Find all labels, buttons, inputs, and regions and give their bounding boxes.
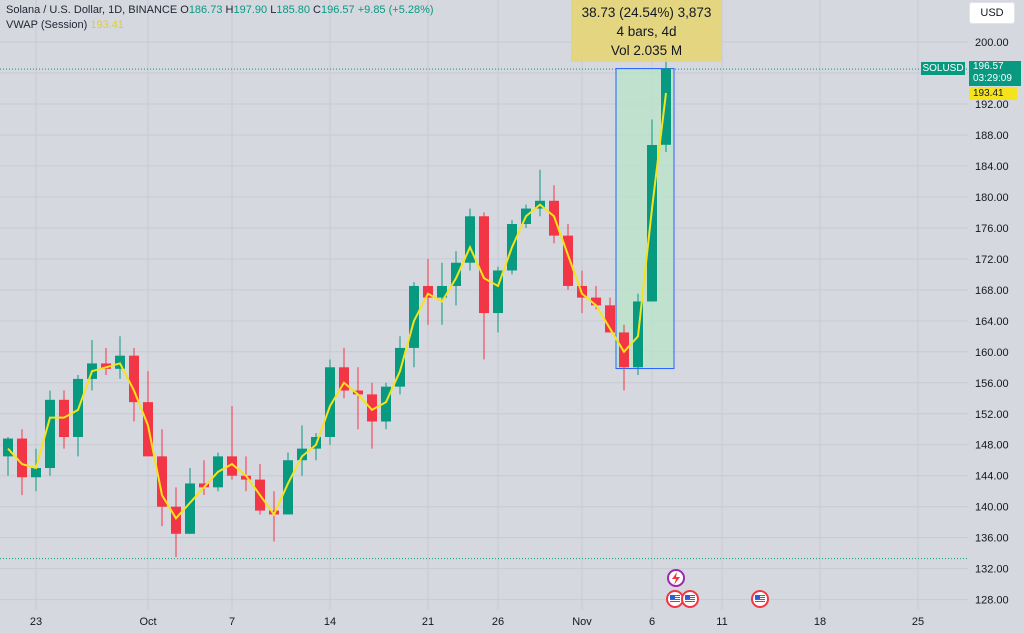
candles — [3, 58, 671, 558]
candle-body — [45, 399, 55, 468]
candle-body — [437, 285, 447, 298]
vwap-value: 193.41 — [90, 19, 125, 31]
high-value: 197.90 — [233, 4, 268, 16]
price-axis[interactable]: 200.00196.00192.00188.00184.00180.00176.… — [975, 37, 1009, 607]
candle-body — [17, 438, 27, 478]
measure-change: 38.73 (24.54%) 3,873 — [581, 5, 712, 20]
vwap-price-tag: 193.41 — [969, 87, 1017, 100]
price-tick-label: 164.00 — [975, 316, 1009, 328]
candle-body — [395, 347, 405, 387]
close-value: 196.57 — [321, 4, 355, 16]
currency-button[interactable]: USD — [969, 2, 1015, 24]
price-tick-label: 144.00 — [975, 471, 1009, 483]
price-tick-label: 148.00 — [975, 440, 1009, 452]
candle-body — [297, 448, 307, 461]
candle-body — [227, 456, 237, 476]
low-value: 185.80 — [276, 4, 310, 16]
price-tick-label: 184.00 — [975, 161, 1009, 173]
time-tick-label: 18 — [814, 616, 826, 628]
us-flag-icon[interactable] — [751, 590, 769, 608]
candle-body — [325, 367, 335, 437]
candle-body — [157, 456, 167, 507]
candle-body — [115, 355, 125, 369]
candle-body — [465, 216, 475, 263]
price-tick-label: 136.00 — [975, 533, 1009, 545]
candle-body — [171, 506, 181, 534]
lightning-icon[interactable] — [667, 569, 685, 587]
symbol-price-tag: SOLUSD — [921, 62, 965, 75]
measure-tooltip: 38.73 (24.54%) 3,873 4 bars, 4d Vol 2.03… — [571, 0, 722, 62]
price-tick-label: 132.00 — [975, 564, 1009, 576]
time-tick-label: 7 — [229, 616, 235, 628]
change-value: +9.85 (+5.28%) — [357, 4, 434, 16]
last-price-tag: 196.57 03:29:09 — [969, 61, 1021, 86]
price-tick-label: 188.00 — [975, 130, 1009, 142]
price-tick-label: 200.00 — [975, 37, 1009, 49]
candle-body — [479, 216, 489, 314]
open-label: O — [180, 4, 189, 16]
symbol-description: Solana / U.S. Dollar, 1D, BINANCE — [6, 4, 178, 16]
time-tick-label: Nov — [572, 616, 592, 628]
bar-countdown: 03:29:09 — [973, 73, 1012, 84]
vwap-label: VWAP (Session) — [6, 19, 88, 31]
low-label: L — [270, 4, 277, 16]
candle-body — [339, 367, 349, 391]
candle-body — [31, 467, 41, 478]
time-tick-label: 26 — [492, 616, 504, 628]
candle-body — [661, 68, 671, 145]
candle-body — [591, 297, 601, 306]
time-tick-label: Oct — [139, 616, 156, 628]
time-tick-label: 11 — [716, 616, 727, 628]
us-flag-icon[interactable] — [681, 590, 699, 608]
vwap-line — [7, 92, 667, 520]
last-price-value: 196.57 — [973, 61, 1004, 72]
candle-body — [129, 355, 139, 403]
time-tick-label: 14 — [324, 616, 336, 628]
vwap-legend: VWAP (Session) 193.41 — [6, 19, 124, 31]
measure-bars: 4 bars, 4d — [616, 24, 677, 39]
candle-body — [185, 483, 195, 534]
price-tick-label: 176.00 — [975, 223, 1009, 235]
candle-body — [605, 305, 615, 333]
price-tick-label: 156.00 — [975, 378, 1009, 390]
symbol-legend: Solana / U.S. Dollar, 1D, BINANCE O186.7… — [6, 4, 434, 16]
time-tick-label: 6 — [649, 616, 655, 628]
candle-body — [3, 438, 13, 457]
candle-body — [367, 394, 377, 422]
candle-body — [409, 285, 419, 348]
time-axis[interactable]: 23 Oct 7 14 21 26 Nov 6 11 18 25 — [30, 616, 924, 628]
event-icons[interactable] — [666, 569, 769, 608]
price-tick-label: 192.00 — [975, 99, 1009, 111]
price-tick-label: 128.00 — [975, 595, 1009, 607]
close-label: C — [313, 4, 321, 16]
high-label: H — [225, 4, 234, 16]
price-tick-label: 172.00 — [975, 254, 1009, 266]
price-tick-label: 160.00 — [975, 347, 1009, 359]
candle-body — [353, 390, 363, 395]
candle-body — [423, 285, 433, 298]
open-value: 186.73 — [188, 4, 223, 16]
price-tick-label: 140.00 — [975, 502, 1009, 514]
candle-body — [381, 386, 391, 422]
us-flag-icon[interactable] — [666, 590, 684, 608]
candle-body — [451, 262, 461, 286]
time-tick-label: 21 — [422, 616, 434, 628]
measure-volume: Vol 2.035 M — [610, 43, 683, 58]
time-tick-label: 25 — [912, 616, 924, 628]
price-tick-label: 152.00 — [975, 409, 1009, 421]
candle-body — [283, 460, 293, 515]
candle-body — [241, 475, 251, 480]
candle-body — [647, 145, 657, 302]
candle-body — [563, 235, 573, 286]
price-tick-label: 180.00 — [975, 192, 1009, 204]
candle-body — [199, 483, 209, 488]
candle-body — [101, 363, 111, 369]
price-tick-label: 168.00 — [975, 285, 1009, 297]
candle-body — [493, 270, 503, 314]
time-tick-label: 23 — [30, 616, 42, 628]
